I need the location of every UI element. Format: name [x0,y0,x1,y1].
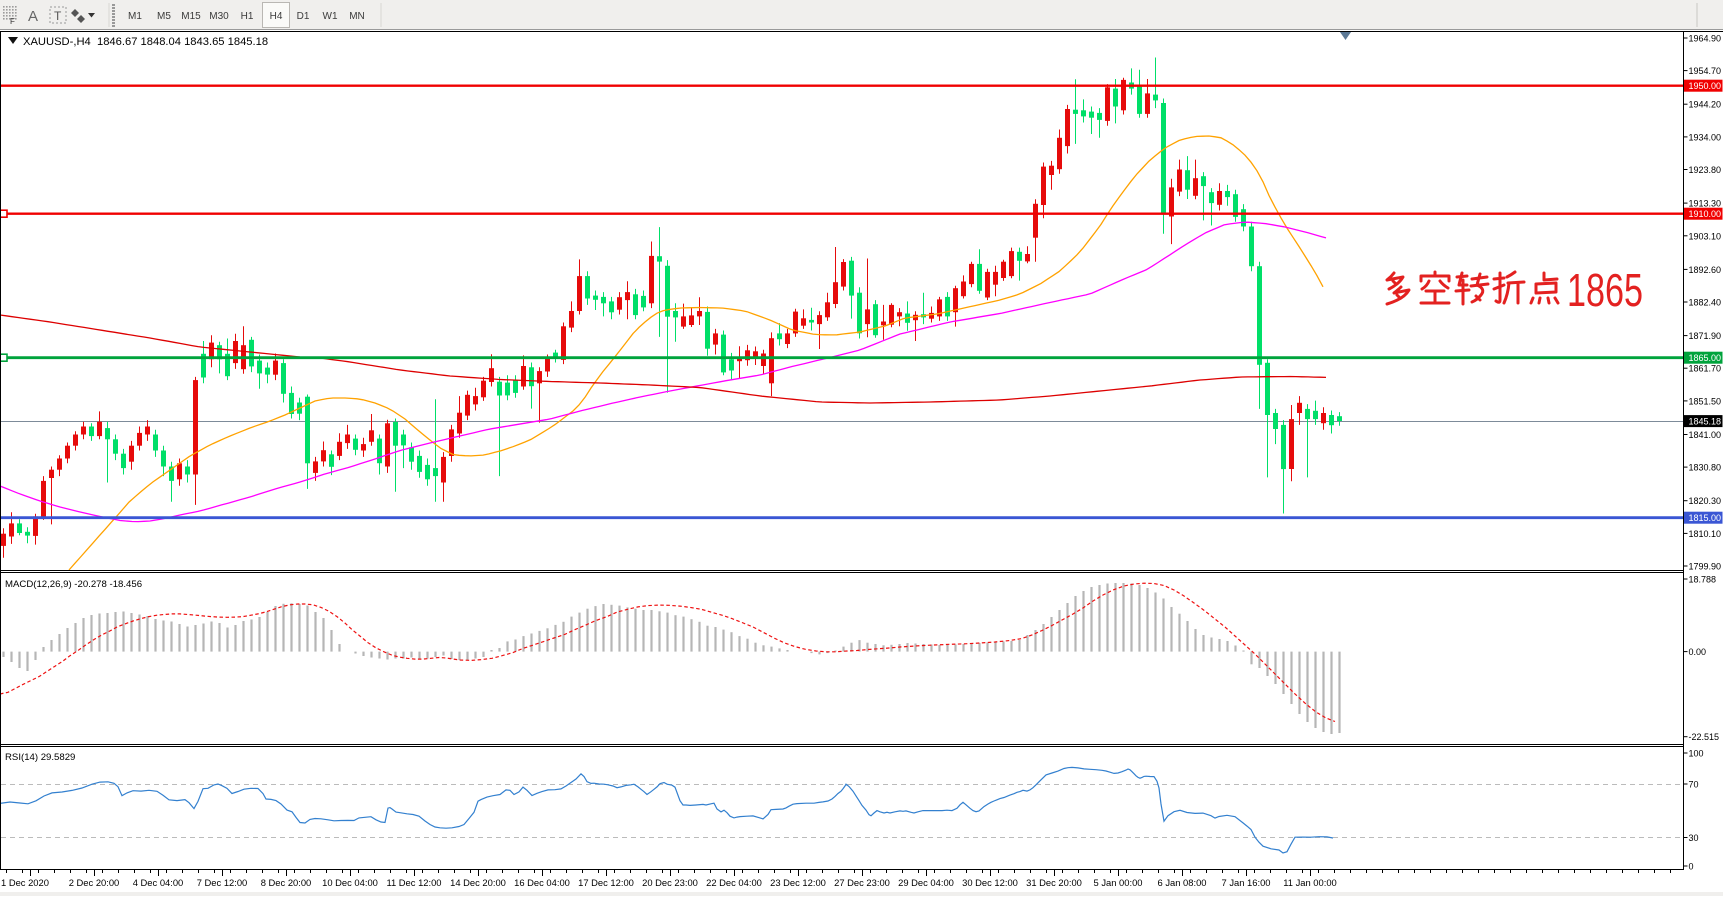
svg-text:23 Dec 12:00: 23 Dec 12:00 [770,877,826,888]
svg-text:T: T [54,9,62,23]
svg-text:70: 70 [1689,780,1699,790]
svg-text:30 Dec 12:00: 30 Dec 12:00 [962,877,1018,888]
svg-text:1865: 1865 [1567,264,1643,316]
svg-text:20 Dec 23:00: 20 Dec 23:00 [642,877,698,888]
svg-text:16 Dec 04:00: 16 Dec 04:00 [514,877,570,888]
svg-text:2 Dec 20:00: 2 Dec 20:00 [69,877,120,888]
svg-text:31 Dec 20:00: 31 Dec 20:00 [1026,877,1082,888]
svg-text:1841.00: 1841.00 [1689,430,1722,440]
svg-text:1830.80: 1830.80 [1689,463,1722,473]
svg-text:RSI(14) 29.5829: RSI(14) 29.5829 [5,752,75,763]
svg-text:0: 0 [1689,862,1694,872]
svg-text:14 Dec 20:00: 14 Dec 20:00 [450,877,506,888]
svg-text:10 Dec 04:00: 10 Dec 04:00 [322,877,378,888]
svg-text:1923.80: 1923.80 [1689,165,1722,175]
svg-text:1944.20: 1944.20 [1689,100,1722,110]
svg-text:W1: W1 [323,11,338,22]
svg-text:MN: MN [349,11,365,22]
svg-text:8 Dec 20:00: 8 Dec 20:00 [261,877,312,888]
svg-text:1845.18: 1845.18 [1689,417,1722,427]
svg-text:H1: H1 [241,11,254,22]
svg-text:0.00: 0.00 [1689,647,1707,657]
svg-text:1799.90: 1799.90 [1689,562,1722,572]
svg-text:18.788: 18.788 [1689,575,1717,585]
svg-text:7 Dec 12:00: 7 Dec 12:00 [197,877,248,888]
svg-text:1861.70: 1861.70 [1689,364,1722,374]
svg-text:1913.30: 1913.30 [1689,199,1722,209]
svg-text:7 Jan 16:00: 7 Jan 16:00 [1222,877,1271,888]
svg-text:30: 30 [1689,833,1699,843]
svg-text:1892.60: 1892.60 [1689,265,1722,275]
svg-text:17 Dec 12:00: 17 Dec 12:00 [578,877,634,888]
svg-text:1934.00: 1934.00 [1689,132,1722,142]
svg-text:5 Jan 00:00: 5 Jan 00:00 [1094,877,1143,888]
svg-text:-22.515: -22.515 [1689,732,1720,742]
svg-text:6 Jan 08:00: 6 Jan 08:00 [1158,877,1207,888]
svg-text:M5: M5 [157,11,171,22]
svg-text:1820.30: 1820.30 [1689,496,1722,506]
svg-text:29 Dec 04:00: 29 Dec 04:00 [898,877,954,888]
svg-text:100: 100 [1689,749,1704,759]
svg-text:1851.50: 1851.50 [1689,396,1722,406]
svg-text:MACD(12,26,9) -20.278 -18.456: MACD(12,26,9) -20.278 -18.456 [5,579,142,590]
svg-text:11 Dec 12:00: 11 Dec 12:00 [386,877,441,888]
svg-text:M15: M15 [181,11,201,22]
svg-text:M1: M1 [128,11,142,22]
svg-text:1954.70: 1954.70 [1689,66,1722,76]
svg-text:M30: M30 [209,11,229,22]
svg-text:A: A [28,8,38,25]
svg-text:1964.90: 1964.90 [1689,34,1722,44]
svg-text:1810.10: 1810.10 [1689,529,1722,539]
svg-text:22 Dec 04:00: 22 Dec 04:00 [706,877,762,888]
svg-text:1865.00: 1865.00 [1689,353,1722,363]
svg-text:1950.00: 1950.00 [1689,81,1722,91]
svg-text:1882.40: 1882.40 [1689,298,1722,308]
svg-text:27 Dec 23:00: 27 Dec 23:00 [834,877,890,888]
svg-text:11 Jan 00:00: 11 Jan 00:00 [1283,877,1337,888]
svg-text:1871.90: 1871.90 [1689,331,1722,341]
svg-text:1910.00: 1910.00 [1689,209,1722,219]
svg-text:F: F [10,17,15,26]
svg-text:D1: D1 [297,11,310,22]
svg-text:1903.10: 1903.10 [1689,231,1722,241]
svg-text:1 Dec 2020: 1 Dec 2020 [1,877,49,888]
svg-text:4 Dec 04:00: 4 Dec 04:00 [133,877,184,888]
svg-text:1815.00: 1815.00 [1689,513,1722,523]
svg-text:XAUUSD-,H4 1846.67 1848.04 18: XAUUSD-,H4 1846.67 1848.04 1843.65 1845.… [23,36,268,48]
svg-text:H4: H4 [270,11,283,22]
